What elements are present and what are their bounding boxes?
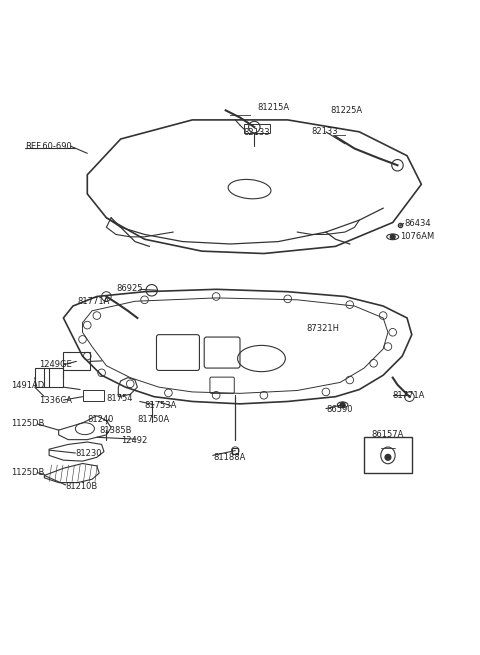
Text: 1125DB: 1125DB	[11, 468, 44, 477]
Text: 1076AM: 1076AM	[400, 233, 434, 241]
Text: 1491AD: 1491AD	[11, 381, 44, 390]
Text: 86925: 86925	[116, 284, 143, 293]
Bar	[35, 368, 63, 387]
Text: 82133: 82133	[244, 128, 270, 138]
Text: 81188A: 81188A	[214, 453, 246, 462]
Text: 86434: 86434	[405, 219, 431, 228]
Text: 81771A: 81771A	[393, 391, 425, 400]
Text: 1249GE: 1249GE	[39, 360, 72, 369]
Circle shape	[390, 234, 395, 239]
Text: 81230: 81230	[75, 449, 102, 458]
Text: 81750A: 81750A	[137, 415, 169, 424]
Text: 81215A: 81215A	[258, 103, 290, 113]
Text: 81771A: 81771A	[78, 297, 110, 306]
Circle shape	[340, 402, 345, 407]
Text: 1336CA: 1336CA	[39, 396, 72, 405]
Text: 81385B: 81385B	[99, 426, 132, 435]
Text: 87321H: 87321H	[307, 324, 340, 333]
Text: 12492: 12492	[120, 436, 147, 445]
Text: 86590: 86590	[326, 405, 352, 414]
Bar	[244, 124, 270, 133]
Text: 81240: 81240	[87, 415, 114, 424]
Bar	[83, 390, 104, 402]
Text: 81225A: 81225A	[331, 106, 363, 115]
Circle shape	[385, 455, 391, 460]
Text: 82133: 82133	[312, 127, 338, 136]
Text: 86157A: 86157A	[371, 430, 404, 440]
Bar	[364, 438, 412, 473]
Text: 81753A: 81753A	[144, 402, 177, 410]
Text: 1125DB: 1125DB	[11, 419, 44, 428]
Text: 81754: 81754	[107, 394, 133, 403]
Bar	[63, 352, 90, 371]
Text: REF.60-690: REF.60-690	[25, 141, 72, 151]
Text: 81210B: 81210B	[66, 482, 98, 491]
